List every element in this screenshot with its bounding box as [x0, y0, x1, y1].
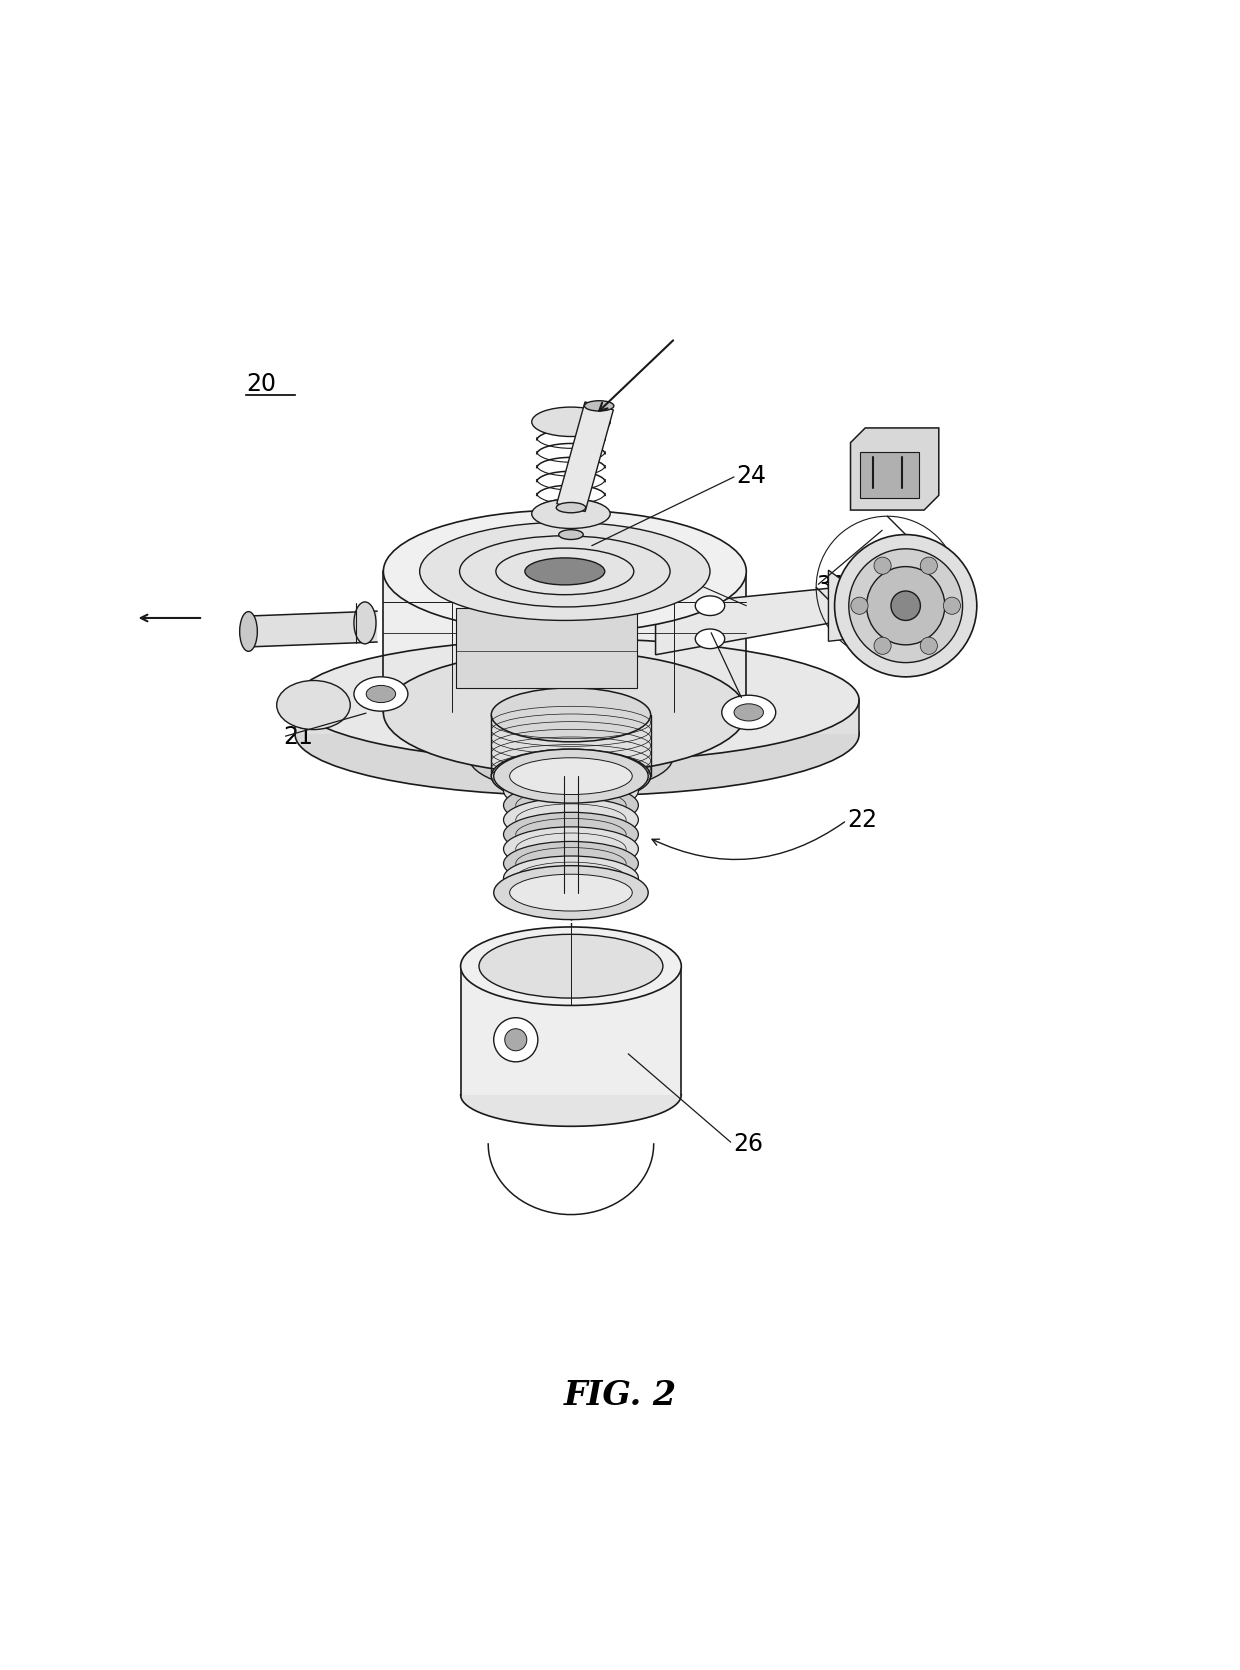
- Polygon shape: [828, 569, 851, 641]
- Polygon shape: [460, 967, 681, 1096]
- Text: 21: 21: [283, 725, 312, 748]
- Ellipse shape: [419, 523, 711, 621]
- Polygon shape: [460, 1096, 681, 1126]
- Ellipse shape: [584, 401, 614, 411]
- Polygon shape: [248, 611, 377, 646]
- Ellipse shape: [503, 783, 639, 827]
- Ellipse shape: [503, 798, 639, 842]
- Ellipse shape: [503, 755, 639, 798]
- Ellipse shape: [479, 934, 663, 999]
- Ellipse shape: [353, 601, 376, 645]
- Text: 24: 24: [737, 464, 766, 488]
- Ellipse shape: [851, 598, 868, 615]
- Ellipse shape: [510, 873, 632, 912]
- Ellipse shape: [295, 673, 859, 797]
- Ellipse shape: [944, 598, 961, 615]
- Ellipse shape: [835, 534, 977, 676]
- Ellipse shape: [874, 638, 892, 655]
- Ellipse shape: [559, 529, 583, 539]
- Text: 23: 23: [743, 688, 773, 711]
- Ellipse shape: [503, 857, 639, 900]
- Ellipse shape: [920, 638, 937, 655]
- Ellipse shape: [503, 842, 639, 885]
- Ellipse shape: [366, 685, 396, 703]
- Text: 30: 30: [816, 574, 846, 598]
- Ellipse shape: [867, 566, 945, 645]
- Ellipse shape: [525, 558, 605, 584]
- Text: 26: 26: [733, 1132, 763, 1156]
- Ellipse shape: [874, 558, 892, 574]
- Ellipse shape: [353, 676, 408, 711]
- Ellipse shape: [494, 1017, 538, 1062]
- Ellipse shape: [696, 596, 724, 616]
- Ellipse shape: [920, 558, 937, 574]
- Text: FIG. 2: FIG. 2: [563, 1379, 677, 1411]
- Ellipse shape: [460, 536, 670, 606]
- Ellipse shape: [491, 688, 651, 741]
- Ellipse shape: [494, 750, 649, 803]
- Ellipse shape: [469, 723, 673, 792]
- Ellipse shape: [503, 870, 639, 915]
- Ellipse shape: [460, 927, 681, 1005]
- Ellipse shape: [277, 680, 350, 730]
- Polygon shape: [383, 571, 746, 713]
- Polygon shape: [456, 608, 637, 688]
- Ellipse shape: [383, 509, 746, 633]
- Ellipse shape: [503, 812, 639, 857]
- Ellipse shape: [849, 549, 962, 663]
- Ellipse shape: [505, 1029, 527, 1050]
- Ellipse shape: [383, 651, 746, 773]
- Ellipse shape: [892, 591, 920, 621]
- Polygon shape: [656, 586, 851, 655]
- Ellipse shape: [503, 827, 639, 872]
- Polygon shape: [491, 715, 651, 777]
- Ellipse shape: [696, 630, 724, 648]
- Ellipse shape: [239, 611, 258, 651]
- Ellipse shape: [295, 640, 859, 762]
- Ellipse shape: [532, 499, 610, 528]
- Ellipse shape: [510, 758, 632, 795]
- Ellipse shape: [734, 703, 764, 721]
- Polygon shape: [851, 428, 939, 509]
- Ellipse shape: [722, 695, 776, 730]
- Ellipse shape: [557, 503, 585, 513]
- Ellipse shape: [494, 865, 649, 920]
- Ellipse shape: [496, 548, 634, 595]
- Text: 22: 22: [847, 808, 877, 832]
- Polygon shape: [557, 402, 614, 511]
- Ellipse shape: [503, 768, 639, 813]
- Ellipse shape: [491, 750, 651, 803]
- Ellipse shape: [532, 407, 610, 436]
- Polygon shape: [861, 453, 919, 498]
- Text: 20: 20: [246, 372, 277, 396]
- Polygon shape: [295, 700, 859, 735]
